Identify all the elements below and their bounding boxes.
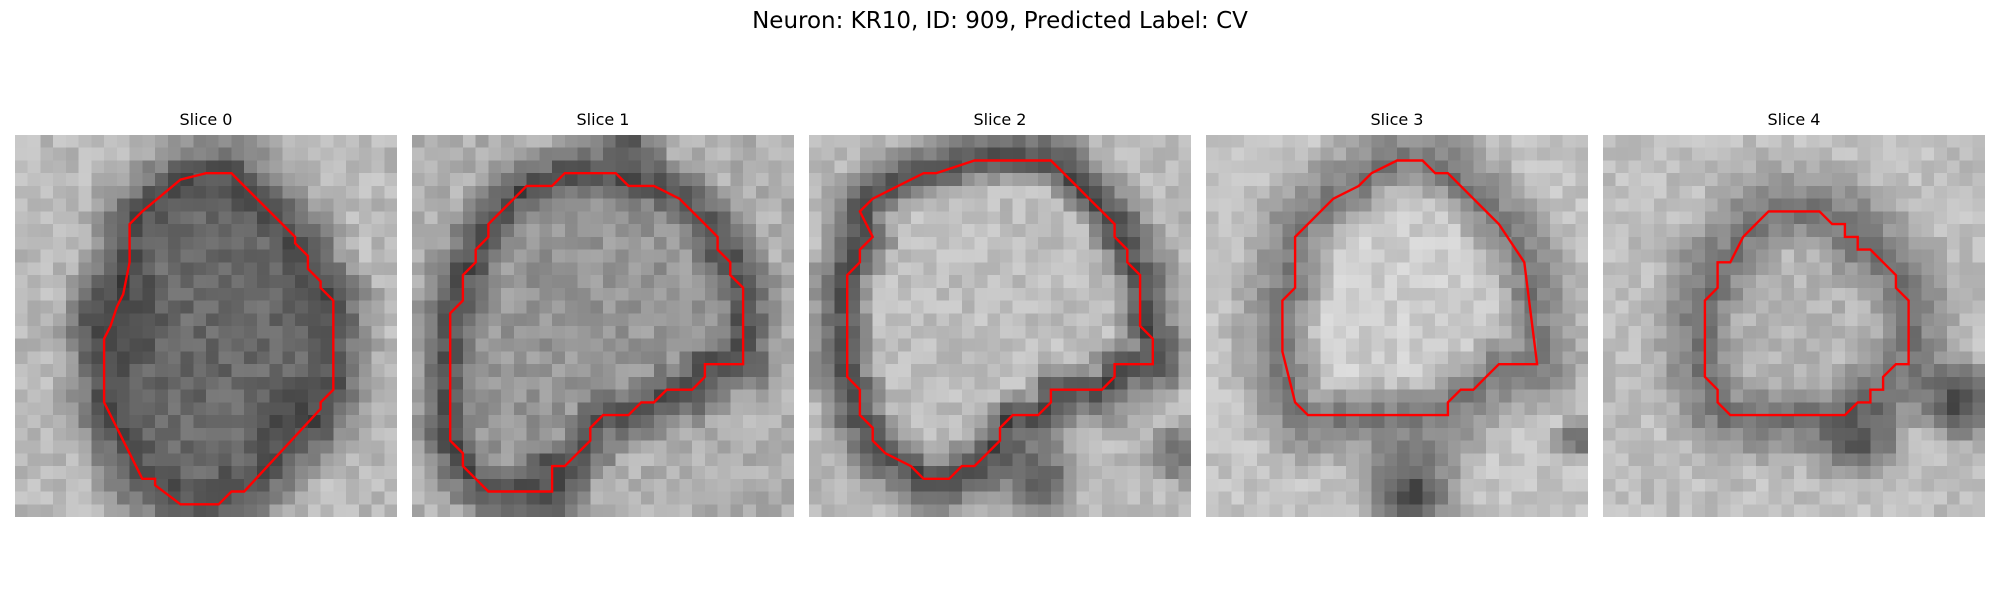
slice-3-roi-outline xyxy=(1281,159,1539,417)
slice-0-roi-outline xyxy=(102,172,335,506)
slice-1-microscopy-image xyxy=(412,135,794,517)
slice-3-microscopy-image xyxy=(1206,135,1588,517)
slice-4-microscopy-image xyxy=(1603,135,1985,517)
slice-4-title: Slice 4 xyxy=(1767,110,1821,129)
slice-2-roi-outline xyxy=(846,159,1154,480)
slice-3-image xyxy=(1206,135,1588,517)
figure-title: Neuron: KR10, ID: 909, Predicted Label: … xyxy=(752,8,1248,34)
slice-1-image xyxy=(412,135,794,517)
slice-2-image xyxy=(809,135,1191,517)
slice-0-image xyxy=(15,135,397,517)
slice-4-image xyxy=(1603,135,1985,517)
slice-1-title: Slice 1 xyxy=(576,110,630,129)
slice-3-title: Slice 3 xyxy=(1370,110,1424,129)
slice-1-roi-outline xyxy=(449,172,745,493)
slice-4-roi-outline xyxy=(1703,210,1910,417)
slice-2-title: Slice 2 xyxy=(973,110,1027,129)
slice-0-title: Slice 0 xyxy=(179,110,233,129)
